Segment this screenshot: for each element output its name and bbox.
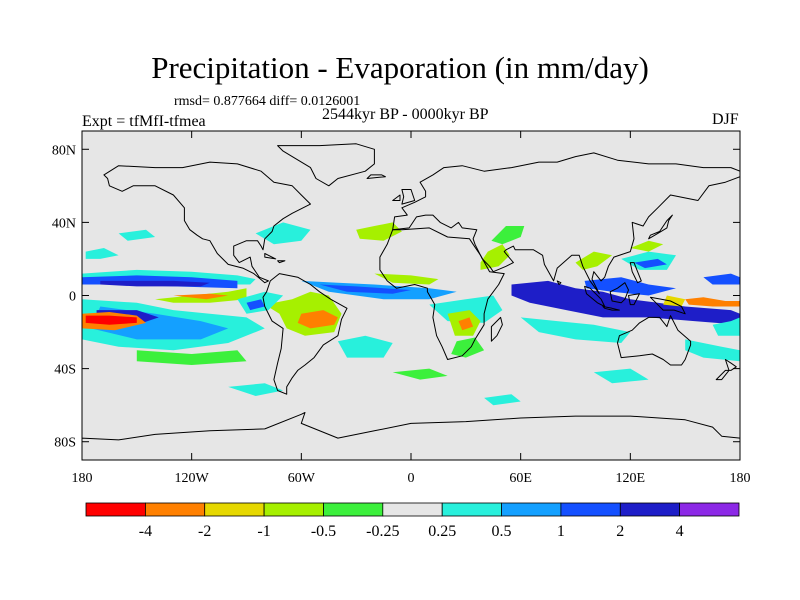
field-region-37 [575,251,613,270]
coastline-10 [490,316,503,342]
field-region-11 [85,248,119,259]
x-tick-label-2: 60W [288,471,316,486]
coastline-5 [617,315,692,366]
coastline-13 [602,306,620,311]
field-region-29 [511,280,740,325]
field-region-10 [173,293,229,300]
colorbar-label-9: 4 [676,523,684,540]
colorbar-swatch-2 [204,502,265,517]
coastline-20 [264,253,277,260]
colorbar-swatch-3 [263,502,324,517]
field-region-6 [136,350,247,365]
y-tick-label-0: 80N [52,143,76,158]
y-tick-label-1: 40N [52,216,76,231]
coastline-0 [103,161,311,284]
coastline-21 [277,260,286,264]
coastline-18 [715,359,737,381]
field-region-28 [491,226,525,245]
coastline-4 [392,152,740,295]
field-region-32 [685,339,740,362]
coastline-1 [277,143,375,187]
field-region-25 [458,317,474,331]
map-axes: 80N 40N 0 40S 80S 180 120W 60W 0 60E 120E 180 [52,131,751,486]
field-region-26 [451,337,485,358]
colorbar-swatch-5 [382,502,443,517]
field-region-17 [337,335,393,358]
coastline-8 [392,194,401,201]
page-title: Precipitation - Evaporation (in mm/day) [151,50,649,85]
field-region-39 [703,273,740,285]
field-region-22 [374,273,439,285]
colorbar-swatch-1 [144,502,206,517]
coastline-14 [609,282,629,304]
colorbar-swatch-4 [323,502,384,517]
field-region-33 [685,297,740,307]
colorbar-swatch-0 [85,502,146,517]
colorbar-swatch-7 [501,502,562,517]
colorbar-swatch-6 [441,502,503,517]
field-region-36 [634,258,667,269]
field-region-14 [297,310,338,329]
x-tick-label-3: 0 [408,471,415,486]
y-tick-label-4: 80S [54,436,76,451]
field-region-8 [85,315,137,325]
field-region-27 [480,244,510,270]
coastline-17 [629,262,642,284]
field-region-12 [118,229,156,241]
coastline-16 [649,296,686,315]
field-region-40 [712,317,740,336]
field-region-2 [100,280,210,287]
coastline-19 [556,280,562,285]
colorbar-label-1: -2 [198,523,211,540]
x-tick-label-1: 120W [175,471,210,486]
coastline-7 [401,189,416,205]
x-tick-label-5: 120E [616,471,646,486]
coastline-11 [648,214,673,240]
field-region-21 [319,284,411,294]
field-region-42 [484,394,521,406]
field-region-38 [630,240,664,252]
period-label: 2544kyr BP - 0000kyr BP [322,106,489,123]
field-region-43 [392,368,448,380]
colorbar: -4 -2 -1 -0.5 -0.25 0.25 0.5 1 2 4 [85,502,740,540]
colorbar-label-7: 1 [557,523,565,540]
colorbar-label-6: 0.5 [492,523,512,540]
colorbar-swatch-8 [560,502,621,517]
field-region-18 [255,222,311,245]
colorbar-label-4: -0.25 [366,523,399,540]
coastline-3 [379,227,505,360]
x-tick-label-4: 60E [509,471,532,486]
coastline-6 [82,412,740,460]
coastline-15 [628,293,640,306]
y-tick-label-3: 40S [54,363,76,378]
coastlines [82,143,740,460]
colorbar-label-8: 2 [616,523,624,540]
anomaly-fields [82,222,740,406]
experiment-label: Expt = tfMfI-tfmea [82,113,206,130]
field-region-30 [584,277,676,296]
field-region-16 [246,299,265,311]
colorbar-label-3: -0.5 [311,523,336,540]
x-tick-label-6: 180 [730,471,751,486]
season-label: DJF [712,111,739,128]
colorbar-swatch-10 [679,502,740,517]
colorbar-label-2: -1 [257,523,270,540]
field-region-44 [593,368,649,384]
colorbar-label-0: -4 [139,523,152,540]
colorbar-swatch-9 [619,502,681,517]
field-region-34 [663,295,686,307]
coastline-2 [262,273,348,395]
stats-label: rmsd= 0.877664 diff= 0.0126001 [174,94,361,109]
coastline-9 [366,174,386,179]
colorbar-label-5: 0.25 [428,523,456,540]
field-region-41 [228,383,284,396]
y-tick-label-2: 0 [69,290,76,305]
x-tick-label-0: 180 [72,471,93,486]
field-region-31 [520,317,631,343]
